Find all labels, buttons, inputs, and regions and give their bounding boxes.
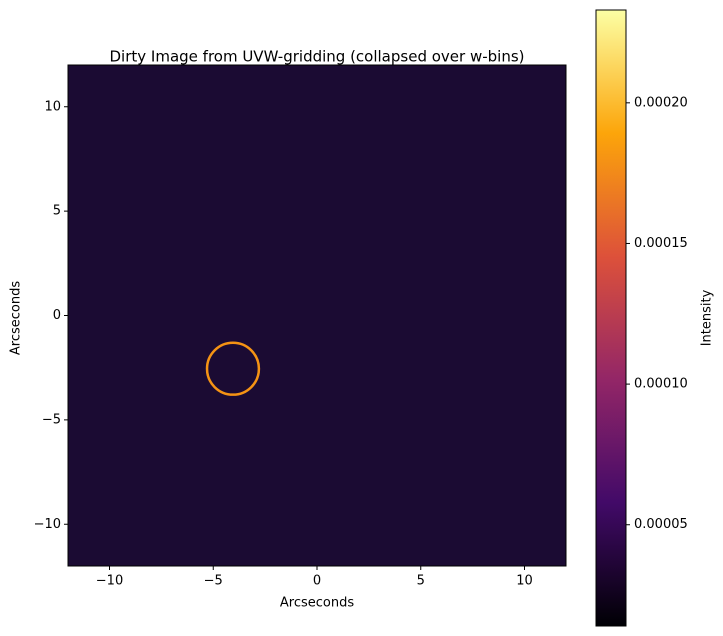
colorbar-tick-label: 0.00020 <box>634 95 688 110</box>
x-tick-label: −10 <box>96 574 123 589</box>
colorbar-tick-label: 0.00010 <box>634 377 688 392</box>
y-tick-label: 10 <box>44 99 61 114</box>
y-tick-label: −10 <box>34 517 61 532</box>
y-axis-label: Arcseconds <box>9 281 24 355</box>
colorbar-tick-label: 0.00015 <box>634 236 688 251</box>
x-tick-label: 0 <box>313 574 321 589</box>
x-tick-label: 5 <box>417 574 425 589</box>
x-tick-label: −5 <box>204 574 223 589</box>
image-background <box>68 65 566 566</box>
colorbar-label: Intensity <box>700 289 715 346</box>
chart-title: Dirty Image from UVW-gridding (collapsed… <box>110 48 525 66</box>
colorbar-tick-label: 0.00005 <box>634 517 688 532</box>
y-tick-label: −5 <box>42 412 61 427</box>
colorbar <box>595 9 627 627</box>
ring-feature <box>205 341 261 396</box>
y-tick-label: 0 <box>53 308 61 323</box>
x-axis-label: Arcseconds <box>280 596 354 611</box>
x-tick-label: 10 <box>516 574 533 589</box>
y-tick-label: 5 <box>53 204 61 219</box>
